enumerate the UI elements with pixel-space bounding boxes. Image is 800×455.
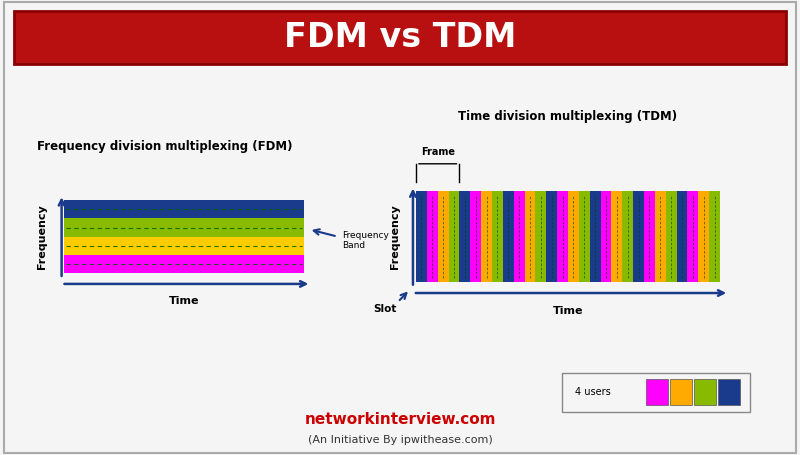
Bar: [470, 191, 481, 282]
Bar: [646, 379, 667, 405]
Bar: [557, 191, 568, 282]
Bar: [687, 191, 698, 282]
Bar: [64, 200, 304, 218]
Bar: [670, 379, 691, 405]
Bar: [64, 255, 304, 273]
Text: Frequency
Band: Frequency Band: [342, 231, 390, 250]
Text: Slot: Slot: [374, 304, 397, 314]
Bar: [622, 191, 633, 282]
Text: (An Initiative By ipwithease.com): (An Initiative By ipwithease.com): [308, 435, 492, 445]
Bar: [694, 379, 715, 405]
Bar: [579, 191, 590, 282]
Bar: [698, 191, 709, 282]
Bar: [427, 191, 438, 282]
Bar: [535, 191, 546, 282]
Bar: [677, 191, 687, 282]
Text: Time: Time: [553, 306, 583, 316]
Bar: [568, 191, 579, 282]
Bar: [449, 191, 459, 282]
Bar: [416, 191, 427, 282]
Bar: [481, 191, 492, 282]
Bar: [666, 191, 677, 282]
Bar: [709, 191, 720, 282]
Bar: [503, 191, 514, 282]
Bar: [655, 191, 666, 282]
Bar: [718, 379, 739, 405]
Text: Frequency: Frequency: [38, 204, 47, 269]
Bar: [611, 191, 622, 282]
Bar: [546, 191, 557, 282]
Bar: [590, 191, 601, 282]
Bar: [492, 191, 503, 282]
Bar: [633, 191, 644, 282]
Bar: [64, 218, 304, 237]
Text: Frame: Frame: [421, 147, 454, 157]
FancyBboxPatch shape: [562, 373, 750, 412]
Text: Time: Time: [169, 296, 199, 306]
Bar: [644, 191, 655, 282]
Text: FDM vs TDM: FDM vs TDM: [284, 21, 516, 54]
Text: networkinterview.com: networkinterview.com: [304, 412, 496, 427]
Text: Frequency division multiplexing (FDM): Frequency division multiplexing (FDM): [37, 140, 293, 153]
Bar: [514, 191, 525, 282]
Bar: [525, 191, 535, 282]
Bar: [438, 191, 449, 282]
Bar: [601, 191, 611, 282]
Text: Time division multiplexing (TDM): Time division multiplexing (TDM): [458, 110, 678, 123]
Text: 4 users: 4 users: [575, 388, 611, 397]
Bar: [64, 237, 304, 255]
Bar: [459, 191, 470, 282]
Text: Frequency: Frequency: [390, 204, 400, 269]
